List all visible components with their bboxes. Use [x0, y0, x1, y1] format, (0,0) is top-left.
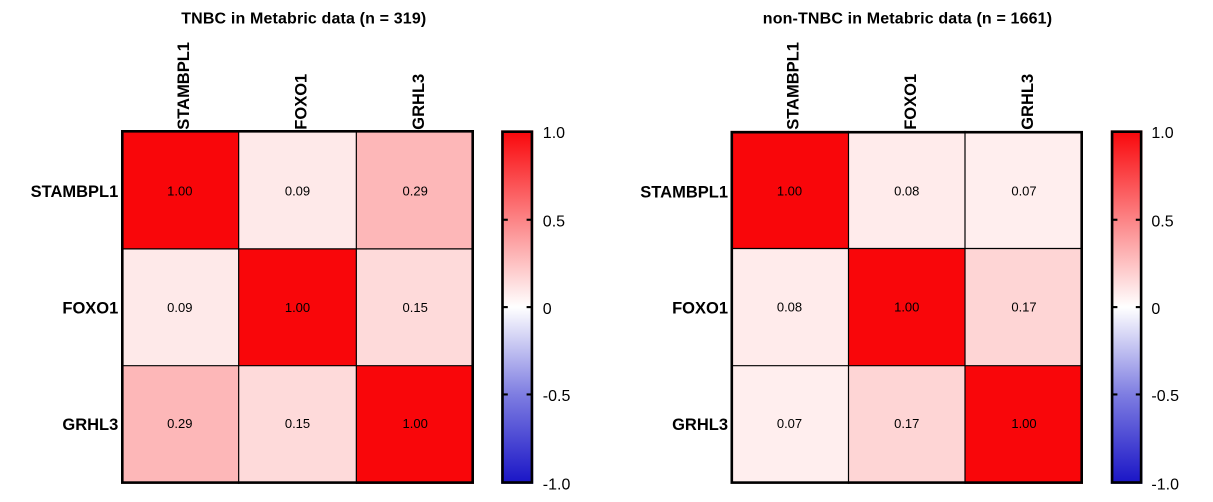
svg-text:-0.5: -0.5 [543, 388, 571, 405]
svg-text:0.17: 0.17 [1011, 300, 1036, 315]
svg-text:STAMBPL1: STAMBPL1 [31, 183, 119, 201]
svg-text:0.17: 0.17 [894, 416, 919, 431]
svg-text:1.00: 1.00 [403, 416, 428, 431]
svg-text:0: 0 [1151, 301, 1160, 318]
svg-text:STAMBPL1: STAMBPL1 [640, 183, 728, 201]
svg-text:0.09: 0.09 [285, 183, 310, 198]
svg-text:TNBC in Metabric data (n = 319: TNBC in Metabric data (n = 319) [181, 11, 426, 28]
svg-text:non-TNBC in Metabric data (n =: non-TNBC in Metabric data (n = 1661) [763, 11, 1052, 28]
svg-text:FOXO1: FOXO1 [62, 300, 118, 318]
svg-text:1.00: 1.00 [1011, 416, 1036, 431]
svg-text:1.0: 1.0 [1151, 125, 1173, 142]
svg-text:0.07: 0.07 [1011, 184, 1036, 199]
svg-text:GRHL3: GRHL3 [62, 416, 118, 434]
svg-text:GRHL3: GRHL3 [672, 416, 728, 434]
svg-text:1.00: 1.00 [167, 183, 192, 198]
svg-text:1.0: 1.0 [543, 125, 565, 142]
svg-text:GRHL3: GRHL3 [1019, 74, 1037, 130]
svg-text:STAMBPL1: STAMBPL1 [175, 42, 193, 130]
svg-text:0.15: 0.15 [403, 300, 428, 315]
svg-text:1.00: 1.00 [777, 184, 802, 199]
svg-text:FOXO1: FOXO1 [672, 300, 728, 318]
svg-text:STAMBPL1: STAMBPL1 [785, 42, 803, 130]
svg-text:0.08: 0.08 [894, 184, 919, 199]
svg-text:-1.0: -1.0 [543, 477, 571, 494]
svg-text:GRHL3: GRHL3 [410, 74, 428, 130]
svg-text:0.5: 0.5 [543, 213, 565, 230]
svg-text:1.00: 1.00 [894, 300, 919, 315]
svg-text:0: 0 [543, 301, 552, 318]
svg-text:0.09: 0.09 [167, 300, 192, 315]
svg-text:-1.0: -1.0 [1151, 477, 1179, 494]
svg-text:0.08: 0.08 [777, 300, 802, 315]
svg-text:0.15: 0.15 [285, 416, 310, 431]
svg-text:0.29: 0.29 [403, 183, 428, 198]
svg-text:0.29: 0.29 [167, 416, 192, 431]
svg-text:0.5: 0.5 [1151, 213, 1173, 230]
svg-text:FOXO1: FOXO1 [293, 74, 311, 130]
svg-text:1.00: 1.00 [285, 300, 310, 315]
svg-text:0.07: 0.07 [777, 416, 802, 431]
svg-text:-0.5: -0.5 [1151, 388, 1179, 405]
svg-text:FOXO1: FOXO1 [902, 74, 920, 130]
